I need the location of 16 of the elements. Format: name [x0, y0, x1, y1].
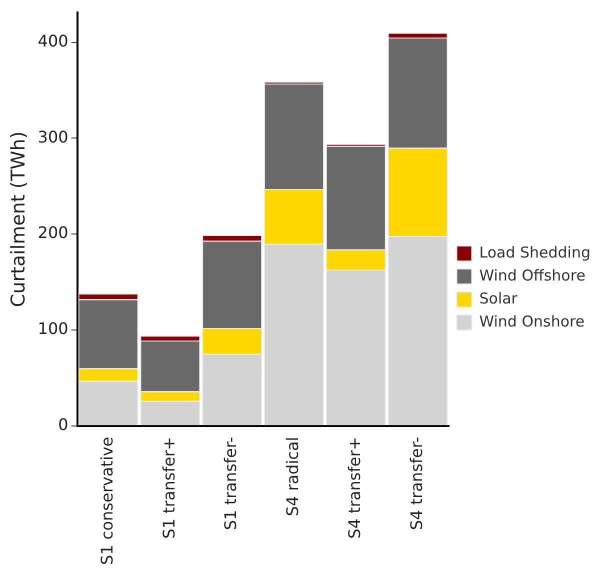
y-tick-label: 300 — [38, 127, 68, 146]
legend-label: Wind Offshore — [479, 266, 586, 284]
y-axis-title: Curtailment (TWh) — [7, 131, 30, 308]
y-tick-label: 200 — [38, 223, 68, 242]
x-tick-label: S1 conservative — [97, 436, 116, 566]
y-tick-label: 400 — [38, 31, 68, 50]
y-tick-label: 100 — [38, 319, 68, 338]
y-tick-label: 0 — [58, 414, 68, 434]
x-tick-label: S1 transfer- — [221, 436, 240, 530]
x-tick-label: S4 transfer+ — [345, 436, 364, 539]
x-tick-label: S4 radical — [283, 436, 302, 516]
x-tick-label: S4 transfer- — [406, 436, 426, 530]
legend-label: Solar — [479, 289, 518, 308]
legend-label: Wind Onshore — [479, 312, 585, 330]
legend-label: Load Shedding — [479, 243, 590, 262]
x-tick-label: S1 transfer+ — [159, 436, 178, 539]
